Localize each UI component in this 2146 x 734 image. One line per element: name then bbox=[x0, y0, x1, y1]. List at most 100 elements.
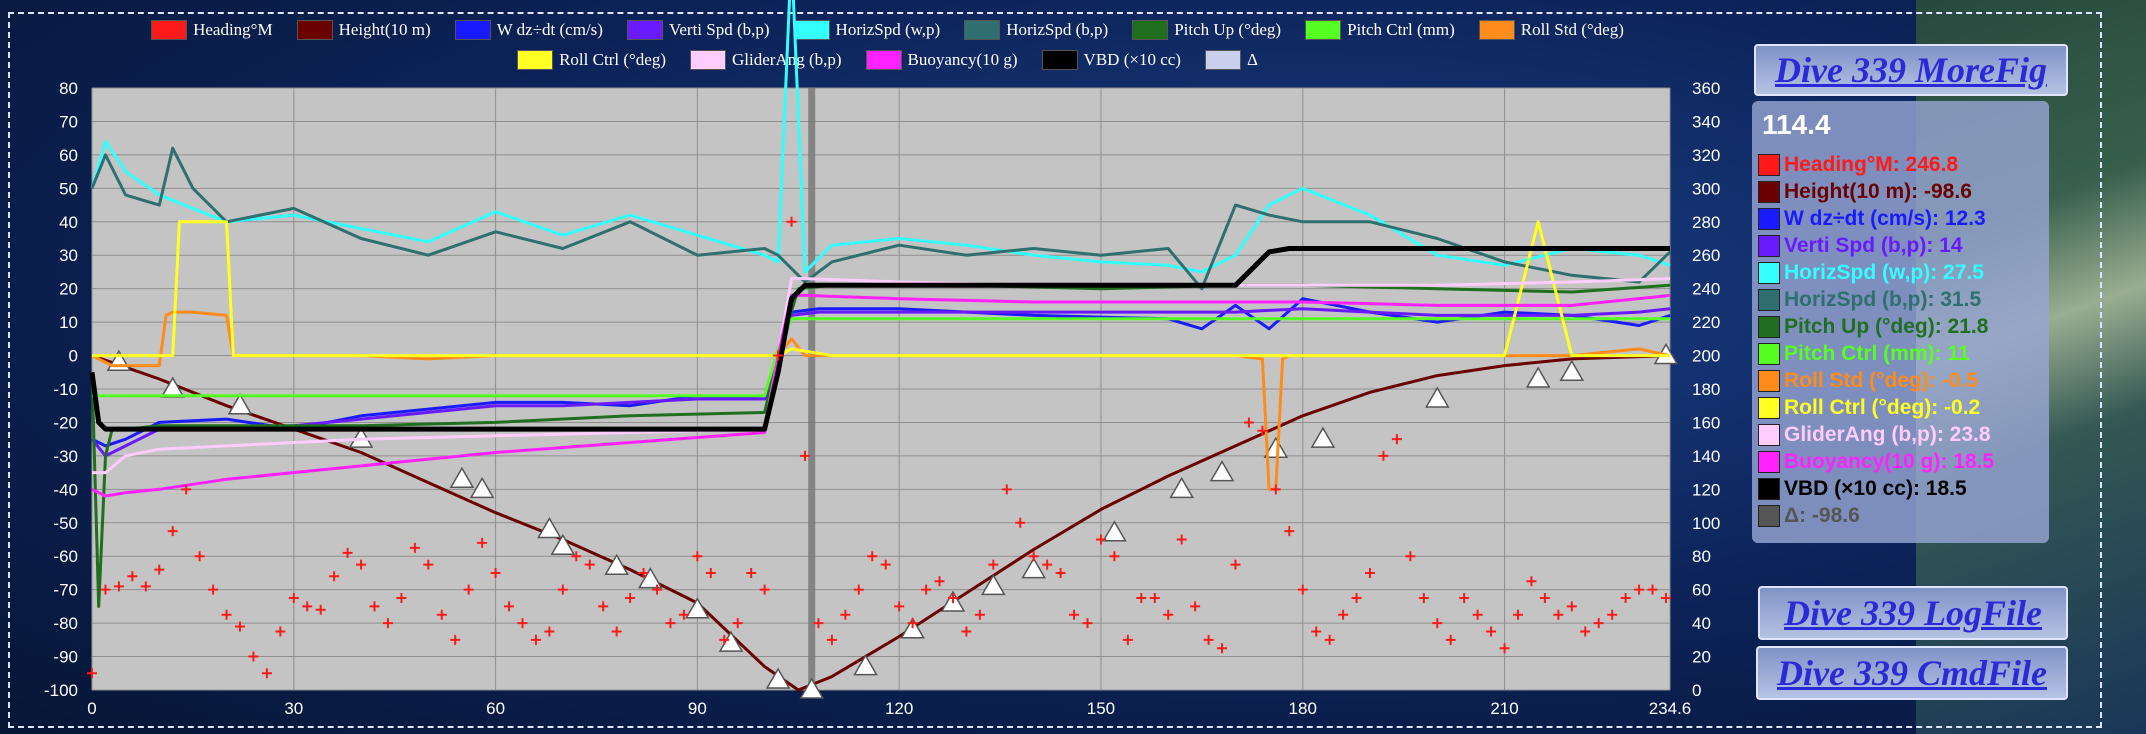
legend-item[interactable]: Height(10 m) bbox=[296, 20, 431, 40]
readout-label: HorizSpd (w,p): 27.5 bbox=[1784, 260, 1984, 284]
heading-point bbox=[1055, 567, 1066, 578]
y-tick-label: 80 bbox=[59, 79, 78, 98]
heading-point bbox=[1512, 609, 1523, 620]
legend-swatch bbox=[626, 20, 663, 40]
heading-point bbox=[154, 564, 165, 575]
heading-point bbox=[1391, 434, 1402, 445]
heading-point bbox=[1082, 618, 1093, 629]
delta-marker bbox=[637, 567, 663, 589]
legend-item[interactable]: VBD (×10 cc) bbox=[1041, 50, 1181, 70]
heading-point bbox=[1580, 626, 1591, 637]
delta-marker bbox=[449, 466, 475, 489]
heading-point bbox=[584, 559, 595, 570]
x-tick-label: 180 bbox=[1289, 699, 1317, 718]
legend-label: Height(10 m) bbox=[338, 20, 431, 39]
heading-point bbox=[1015, 517, 1026, 528]
logfile-button[interactable]: Dive 339 LogFile bbox=[1758, 586, 2068, 640]
heading-point bbox=[221, 609, 232, 620]
heading-point bbox=[261, 668, 272, 679]
legend-label: Pitch Ctrl (mm) bbox=[1347, 20, 1455, 39]
readout-row: Pitch Up (°deg): 21.8 bbox=[1758, 313, 1994, 340]
heading-point bbox=[813, 618, 824, 629]
morefig-button[interactable]: Dive 339 MoreFig bbox=[1754, 44, 2068, 96]
readout-list: Heading°M: 246.8 Height(10 m): -98.6 W dz÷… bbox=[1758, 151, 1994, 529]
heading-point bbox=[1378, 450, 1389, 461]
heading-point bbox=[208, 584, 219, 595]
legend-item[interactable]: Roll Ctrl (°deg) bbox=[517, 50, 666, 70]
legend-label: Roll Ctrl (°deg) bbox=[559, 50, 666, 69]
y-tick-label: 30 bbox=[59, 246, 78, 265]
heading-point bbox=[880, 559, 891, 570]
legend-label: VBD (×10 cc) bbox=[1083, 50, 1181, 69]
legend-item[interactable]: W dz÷dt (cm/s) bbox=[454, 20, 603, 40]
heading-point bbox=[1351, 593, 1362, 604]
heading-point bbox=[665, 618, 676, 629]
heading-point bbox=[1472, 609, 1483, 620]
heading-point bbox=[450, 634, 461, 645]
heading-point bbox=[907, 618, 918, 629]
y-tick-label: 50 bbox=[59, 179, 78, 198]
readout-swatch bbox=[1758, 315, 1780, 338]
legend-item[interactable]: HorizSpd (b,p) bbox=[964, 20, 1108, 40]
legend: Heading°M Height(10 m) W dz÷dt (cm/s) Verti… bbox=[85, 20, 1690, 70]
heading-point bbox=[1499, 643, 1510, 654]
heading-point bbox=[1459, 593, 1470, 604]
x-tick-label: 0 bbox=[87, 699, 96, 718]
heading-point bbox=[894, 601, 905, 612]
legend-swatch bbox=[1478, 20, 1515, 40]
heading-point bbox=[1136, 593, 1147, 604]
heading-point bbox=[1566, 601, 1577, 612]
delta-marker bbox=[853, 654, 878, 676]
readout-row: Verti Spd (b,p): 14 bbox=[1758, 232, 1994, 259]
readout-row: Roll Std (°deg): -0.5 bbox=[1758, 367, 1994, 394]
legend-item[interactable]: HorizSpd (w,p) bbox=[793, 20, 941, 40]
heading-point bbox=[1001, 484, 1012, 495]
legend-item[interactable]: Pitch Ctrl (mm) bbox=[1305, 20, 1455, 40]
y-tick-label: 10 bbox=[59, 313, 78, 332]
heading-point bbox=[1338, 609, 1349, 620]
y-tick-label: -100 bbox=[44, 681, 78, 700]
heading-point bbox=[934, 576, 945, 587]
y2-tick-label: 260 bbox=[1692, 246, 1720, 265]
cmdfile-button[interactable]: Dive 339 CmdFile bbox=[1756, 646, 2068, 700]
heading-point bbox=[1042, 559, 1053, 570]
legend-item[interactable]: Heading°M bbox=[151, 20, 273, 40]
heading-point bbox=[1028, 551, 1039, 562]
heading-point bbox=[1217, 643, 1228, 654]
heading-point bbox=[356, 559, 367, 570]
readout-label: Buoyancy(10 g): 18.5 bbox=[1784, 449, 1995, 473]
readout-row: Heading°M: 246.8 bbox=[1758, 151, 1994, 178]
heading-point bbox=[678, 609, 689, 620]
legend-item[interactable]: Buoyancy(10 g) bbox=[865, 50, 1018, 70]
readout-swatch bbox=[1758, 342, 1780, 365]
legend-swatch bbox=[690, 50, 726, 70]
readout-swatch bbox=[1758, 504, 1780, 527]
y-tick-label: -70 bbox=[53, 581, 78, 600]
heading-point bbox=[409, 542, 420, 553]
series-line-vbd-10-cc bbox=[89, 246, 1670, 432]
y2-tick-label: 40 bbox=[1692, 614, 1711, 633]
legend-item[interactable]: Roll Std (°deg) bbox=[1478, 20, 1624, 40]
readout-label: Pitch Up (°deg): 21.8 bbox=[1784, 314, 1989, 338]
heading-point bbox=[719, 634, 730, 645]
legend-label: HorizSpd (w,p) bbox=[835, 20, 941, 39]
heading-point bbox=[826, 634, 837, 645]
legend-item[interactable]: Δ bbox=[1204, 50, 1258, 70]
legend-swatch bbox=[1305, 20, 1342, 40]
heading-point bbox=[921, 584, 932, 595]
heading-point bbox=[1432, 618, 1443, 629]
delta-marker bbox=[718, 630, 744, 652]
heading-point bbox=[530, 634, 541, 645]
y-tick-label: -30 bbox=[53, 447, 78, 466]
legend-item[interactable]: Verti Spd (b,p) bbox=[626, 20, 770, 40]
y2-tick-label: 200 bbox=[1692, 347, 1720, 366]
heading-point bbox=[1176, 534, 1187, 545]
readout-label: Δ: -98.6 bbox=[1784, 503, 1860, 527]
heading-point bbox=[1257, 425, 1268, 436]
readout-row: GliderAng (b,p): 23.8 bbox=[1758, 421, 1994, 448]
y-tick-label: -50 bbox=[53, 514, 78, 533]
y-tick-label: 60 bbox=[59, 146, 78, 165]
heading-point bbox=[1593, 618, 1604, 629]
legend-item[interactable]: Pitch Up (°deg) bbox=[1132, 20, 1281, 40]
